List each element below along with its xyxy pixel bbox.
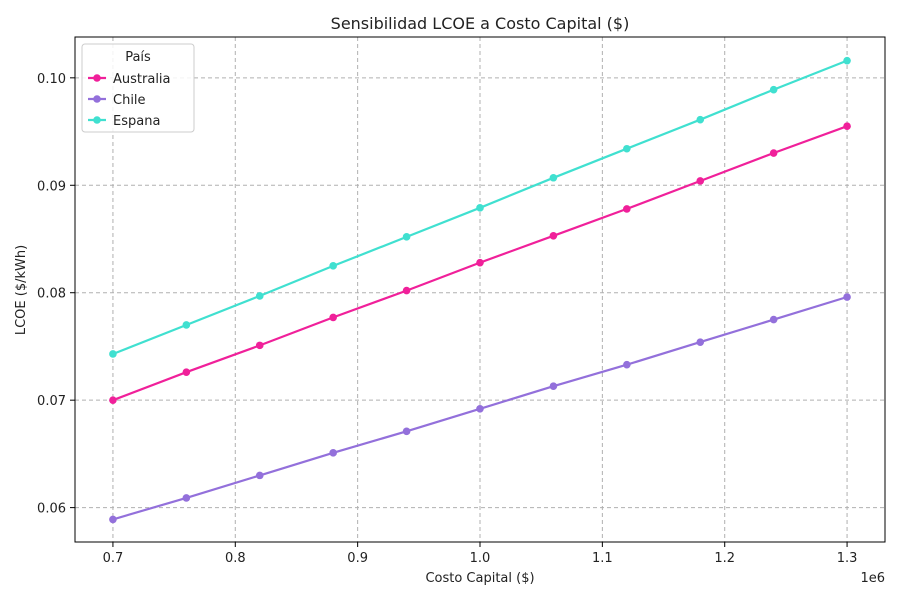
x-tick-label: 1.3 xyxy=(837,551,858,566)
data-point-chile xyxy=(843,293,851,301)
legend-marker-chile xyxy=(93,95,101,103)
data-point-australia xyxy=(402,286,411,295)
data-point-espana xyxy=(109,350,117,358)
data-point-australia xyxy=(255,341,264,350)
data-point-australia xyxy=(696,177,705,185)
y-tick-label: 0.07 xyxy=(37,394,66,409)
y-axis-label: LCOE ($/kWh) xyxy=(14,245,29,335)
legend-title: País xyxy=(125,50,151,65)
data-point-chile xyxy=(182,494,191,502)
y-axis: 0.06 0.07 0.08 0.09 0.10 xyxy=(37,72,75,517)
data-point-espana xyxy=(623,144,631,153)
legend: País Australia Chile Espana xyxy=(81,43,195,133)
data-point-chile xyxy=(769,315,778,324)
data-point-espana xyxy=(329,262,337,270)
x-tick-label: 0.9 xyxy=(347,551,368,566)
x-tick-label: 1.1 xyxy=(592,551,613,566)
x-tick-label: 1.0 xyxy=(470,551,491,566)
data-point-espana xyxy=(476,204,484,212)
data-point-espana xyxy=(843,56,851,65)
data-point-espana xyxy=(769,85,778,94)
series-chile xyxy=(109,293,851,524)
data-point-espana xyxy=(549,173,558,182)
data-point-australia xyxy=(769,149,778,157)
data-point-chile xyxy=(109,515,117,524)
grid xyxy=(75,37,885,542)
data-point-australia xyxy=(476,258,484,267)
data-point-espana xyxy=(182,321,191,329)
legend-box xyxy=(81,43,195,133)
data-point-australia xyxy=(623,205,631,213)
data-point-chile xyxy=(476,404,484,413)
series-australia xyxy=(109,122,851,404)
legend-label-chile: Chile xyxy=(113,93,146,108)
x-axis-label: Costo Capital ($) xyxy=(425,571,534,586)
x-tick-label: 1.2 xyxy=(714,551,735,566)
x-offset-text: 1e6 xyxy=(860,571,885,586)
data-point-espana xyxy=(696,115,705,124)
legend-label-espana: Espana xyxy=(113,114,160,129)
y-tick-label: 0.08 xyxy=(37,287,66,302)
x-tick-label: 0.7 xyxy=(103,551,124,566)
series-espana xyxy=(109,56,851,358)
y-tick-label: 0.10 xyxy=(37,72,66,87)
data-point-espana xyxy=(402,233,411,241)
x-tick-label: 0.8 xyxy=(225,551,246,566)
data-point-australia xyxy=(329,313,337,322)
data-point-australia xyxy=(549,231,558,240)
data-point-chile xyxy=(402,427,411,436)
legend-label-australia: Australia xyxy=(113,72,171,87)
data-point-chile xyxy=(623,360,631,369)
data-point-chile xyxy=(255,471,264,480)
legend-marker-espana xyxy=(93,116,101,124)
x-axis: 0.7 0.8 0.9 1.0 1.1 1.2 1.3 xyxy=(103,542,858,566)
series-lines xyxy=(109,56,851,524)
data-point-espana xyxy=(255,292,264,300)
y-tick-label: 0.09 xyxy=(37,179,66,194)
data-point-australia xyxy=(182,368,191,377)
data-point-chile xyxy=(549,382,558,391)
y-tick-label: 0.06 xyxy=(37,502,66,517)
data-point-chile xyxy=(329,449,337,457)
chart-title: Sensibilidad LCOE a Costo Capital ($) xyxy=(331,14,630,33)
legend-marker-australia xyxy=(93,74,101,82)
data-point-australia xyxy=(109,396,117,404)
data-point-chile xyxy=(696,338,705,346)
data-point-australia xyxy=(843,122,851,130)
